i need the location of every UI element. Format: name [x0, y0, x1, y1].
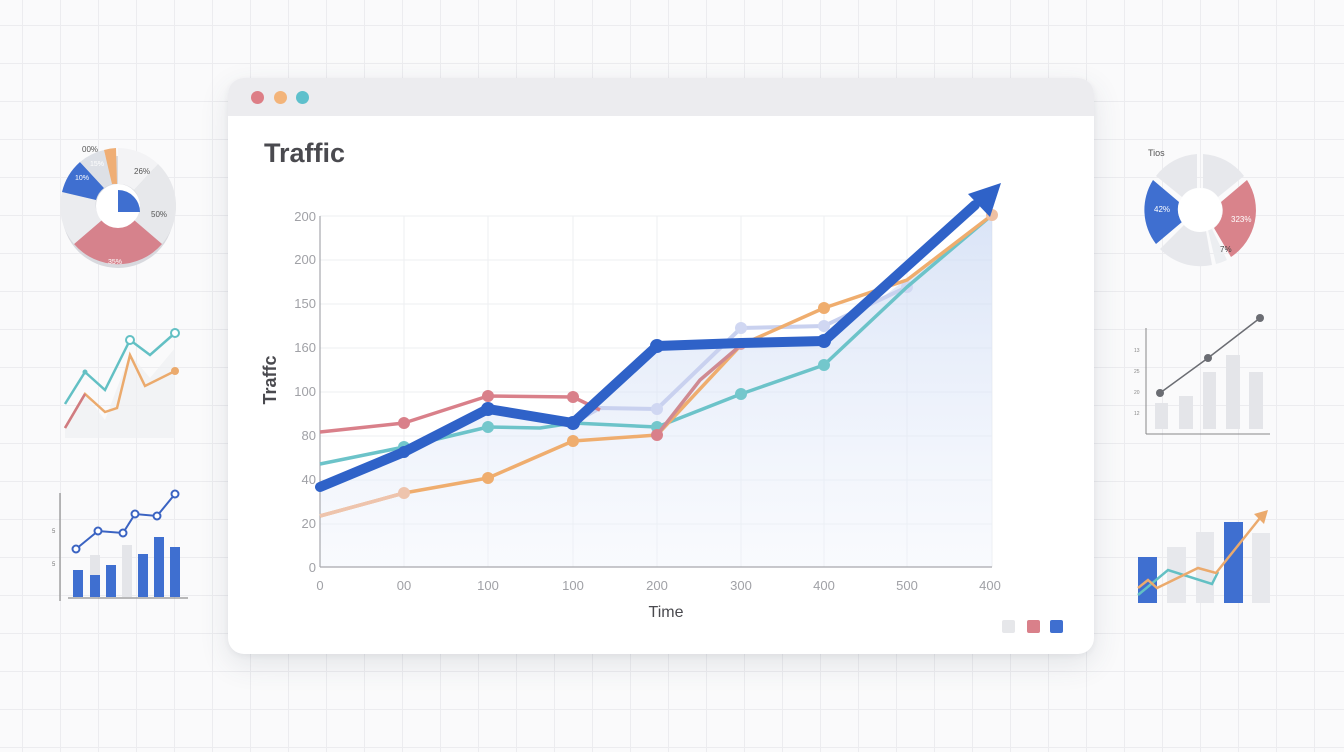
maximize-dot-icon[interactable]: [296, 91, 309, 104]
y-tick-0: 0: [309, 560, 316, 575]
x-tick-8: 400: [979, 578, 1001, 593]
y-tick-5: 160: [294, 340, 316, 355]
left-donut-chart: 00% 15% 10% 26% 50% 35%: [60, 145, 177, 268]
series-teal: [319, 213, 994, 466]
left-donut-label-4: 50%: [151, 210, 167, 219]
x-tick-0: 0: [316, 578, 323, 593]
right-bar-axis-label-2: 20: [1134, 390, 1140, 396]
legend-item-gray[interactable]: [1002, 620, 1015, 633]
y-tick-6: 150: [294, 296, 316, 311]
x-tick-7: 500: [896, 578, 918, 593]
y-tick-1: 20: [302, 516, 316, 531]
legend-item-red[interactable]: [1027, 620, 1040, 633]
right-donut-label-0: 42%: [1154, 205, 1170, 214]
y-tick-2: 40: [302, 472, 316, 487]
x-tick-1: 00: [397, 578, 411, 593]
left-donut-label-0: 00%: [82, 145, 98, 154]
chart-window: Traffic: [228, 78, 1094, 654]
x-tick-3: 100: [562, 578, 584, 593]
y-axis-title: Traffc: [260, 355, 280, 404]
x-tick-4: 200: [646, 578, 668, 593]
right-bar-trend-chart: [1137, 510, 1270, 603]
left-donut-label-1: 15%: [90, 161, 104, 168]
right-donut-chart: Tios 42% 323% 7%: [1144, 148, 1256, 267]
y-tick-8: 200: [294, 209, 316, 224]
right-bar-axis-label-1: 25: [1134, 369, 1140, 375]
left-donut-label-5: 35%: [108, 259, 122, 266]
left-donut-label-3: 26%: [134, 167, 150, 176]
left-donut-label-2: 10%: [75, 175, 89, 182]
x-tick-5: 300: [730, 578, 752, 593]
left-line-chart: [63, 328, 180, 438]
minimize-dot-icon[interactable]: [274, 91, 287, 104]
close-dot-icon[interactable]: [251, 91, 264, 104]
right-bar-axis-label-3: 12: [1134, 411, 1140, 417]
left-bar-axis-label-0: 5: [52, 529, 56, 535]
right-donut-label-1: 323%: [1231, 215, 1251, 224]
y-tick-4: 100: [294, 384, 316, 399]
right-donut-title: Tios: [1148, 148, 1165, 158]
left-bar-chart: 5 5: [52, 489, 188, 601]
x-tick-2: 100: [477, 578, 499, 593]
right-donut-label-2: 7%: [1220, 245, 1232, 254]
x-axis-title: Time: [649, 604, 684, 621]
trend-arrow-icon: [968, 183, 1001, 217]
chart-title: Traffic: [264, 138, 346, 168]
traffic-line-chart: 0 20 40 80 100 160 150 200 200 0 00 100 …: [260, 183, 1001, 621]
series-lavender: [572, 285, 908, 425]
legend-item-blue[interactable]: [1050, 620, 1063, 633]
series-primary: [315, 200, 980, 492]
left-bar-axis-label-1: 5: [52, 562, 56, 568]
right-bar-axis-label-0: 13: [1134, 348, 1140, 354]
right-bar-line-chart: 13 25 20 12: [1134, 314, 1270, 435]
x-tick-6: 400: [813, 578, 835, 593]
window-titlebar: [228, 78, 1094, 116]
y-tick-3: 80: [302, 428, 316, 443]
y-tick-7: 200: [294, 252, 316, 267]
